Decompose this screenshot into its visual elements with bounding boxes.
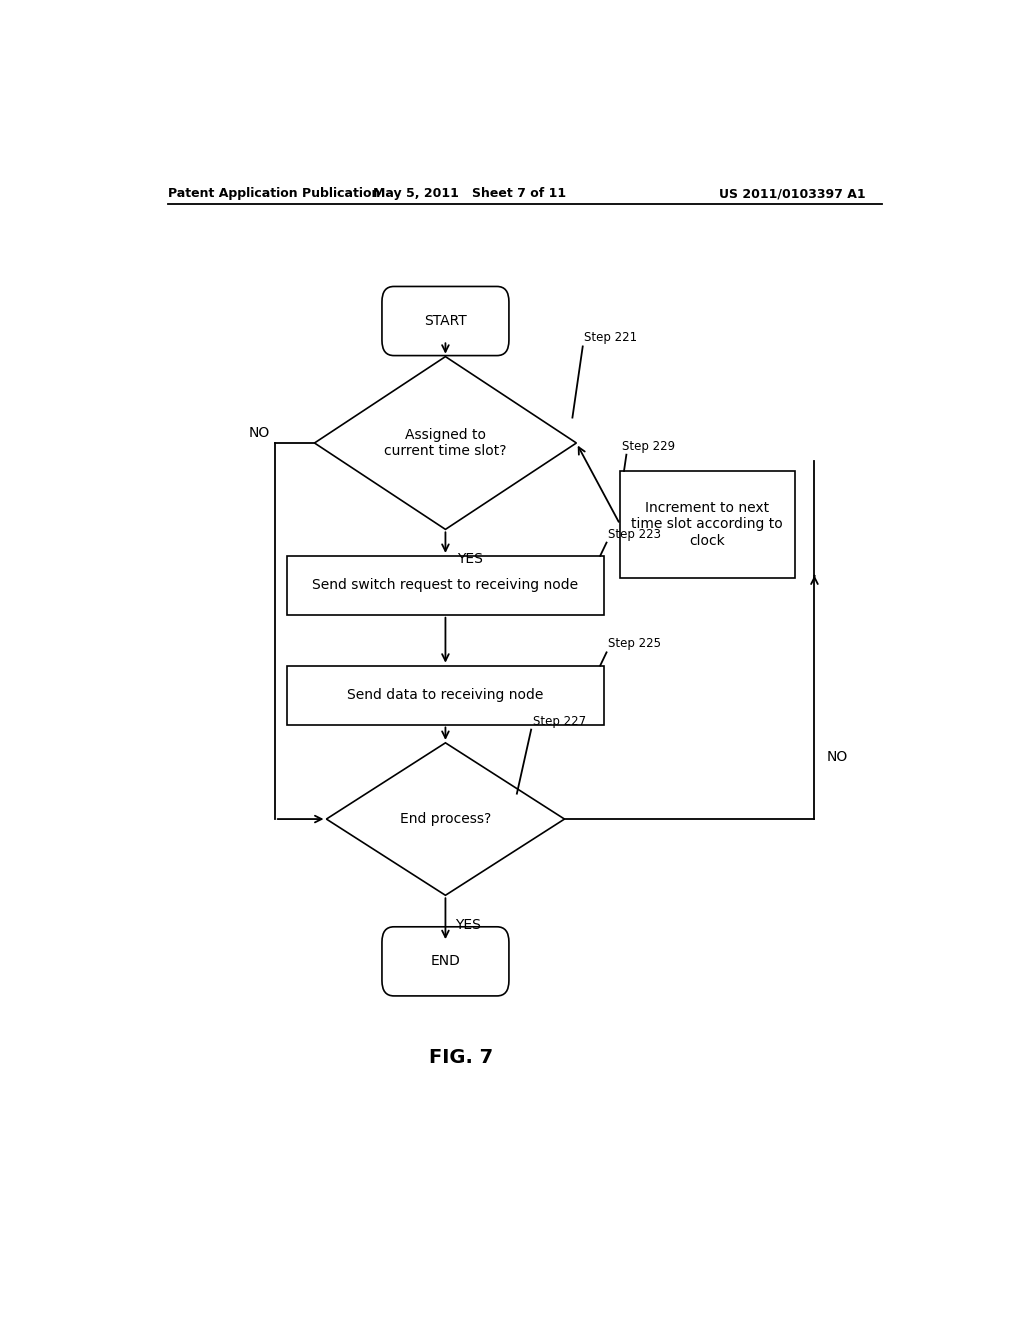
Text: END: END bbox=[430, 954, 461, 969]
Text: Step 229: Step 229 bbox=[622, 440, 675, 453]
Text: May 5, 2011   Sheet 7 of 11: May 5, 2011 Sheet 7 of 11 bbox=[373, 187, 566, 201]
Text: Step 221: Step 221 bbox=[585, 331, 638, 345]
Text: NO: NO bbox=[826, 750, 848, 764]
Text: Step 227: Step 227 bbox=[532, 714, 586, 727]
Text: YES: YES bbox=[458, 552, 483, 566]
Text: Send switch request to receiving node: Send switch request to receiving node bbox=[312, 578, 579, 593]
FancyBboxPatch shape bbox=[287, 556, 604, 615]
Text: START: START bbox=[424, 314, 467, 329]
Text: Increment to next
time slot according to
clock: Increment to next time slot according to… bbox=[632, 502, 783, 548]
Text: NO: NO bbox=[248, 426, 269, 440]
Text: YES: YES bbox=[455, 917, 481, 932]
Text: Send data to receiving node: Send data to receiving node bbox=[347, 688, 544, 702]
Polygon shape bbox=[327, 743, 564, 895]
Text: Step 223: Step 223 bbox=[608, 528, 662, 541]
FancyBboxPatch shape bbox=[620, 471, 795, 578]
FancyBboxPatch shape bbox=[382, 927, 509, 995]
Text: FIG. 7: FIG. 7 bbox=[429, 1048, 494, 1068]
FancyBboxPatch shape bbox=[382, 286, 509, 355]
Text: US 2011/0103397 A1: US 2011/0103397 A1 bbox=[720, 187, 866, 201]
FancyBboxPatch shape bbox=[287, 665, 604, 725]
Text: End process?: End process? bbox=[399, 812, 492, 826]
Text: Patent Application Publication: Patent Application Publication bbox=[168, 187, 380, 201]
Text: Assigned to
current time slot?: Assigned to current time slot? bbox=[384, 428, 507, 458]
Text: Step 225: Step 225 bbox=[608, 638, 662, 651]
Polygon shape bbox=[314, 356, 577, 529]
